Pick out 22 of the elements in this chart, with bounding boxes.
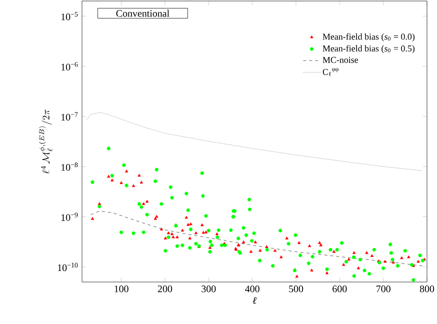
x-tick-label: 200 [158,286,172,292]
x-tick-label: 700 [376,286,390,292]
y-tick-label: 10$^{−8}$ [61,162,78,171]
legend-label: Mean-field bias (s$_{0}$ = 0.0) [322,33,415,42]
y-tick-label: 10$^{−9}$ [61,212,78,221]
x-tick-label: 100 [114,286,128,292]
y-tick-label: 10$^{−7}$ [61,112,78,121]
y-axis-title: $\ell^4\,\mathcal{M}_\ell^{\phi,(EB)}/2\pi$ [38,110,52,174]
y-tick-label: 10$^{−10}$ [58,262,78,272]
y-tick-label: 10$^{−5}$ [61,12,78,20]
annotation: Conventional [116,10,170,17]
x-tick-label: 400 [245,286,260,292]
x-tick-label: 600 [332,286,347,292]
x-tick-label: 500 [289,286,304,292]
line-series [90,210,423,266]
x-tick-label: 800 [420,286,434,292]
x-axis-title: ℓ [252,297,257,304]
legend-label: MC-noise [322,56,358,63]
x-tick-label: 300 [202,286,216,292]
line-series [86,112,423,171]
y-tick-label: 10$^{−6}$ [61,62,78,70]
legend-label: Mean-field bias (s$_{0}$ = 0.5) [322,45,415,54]
